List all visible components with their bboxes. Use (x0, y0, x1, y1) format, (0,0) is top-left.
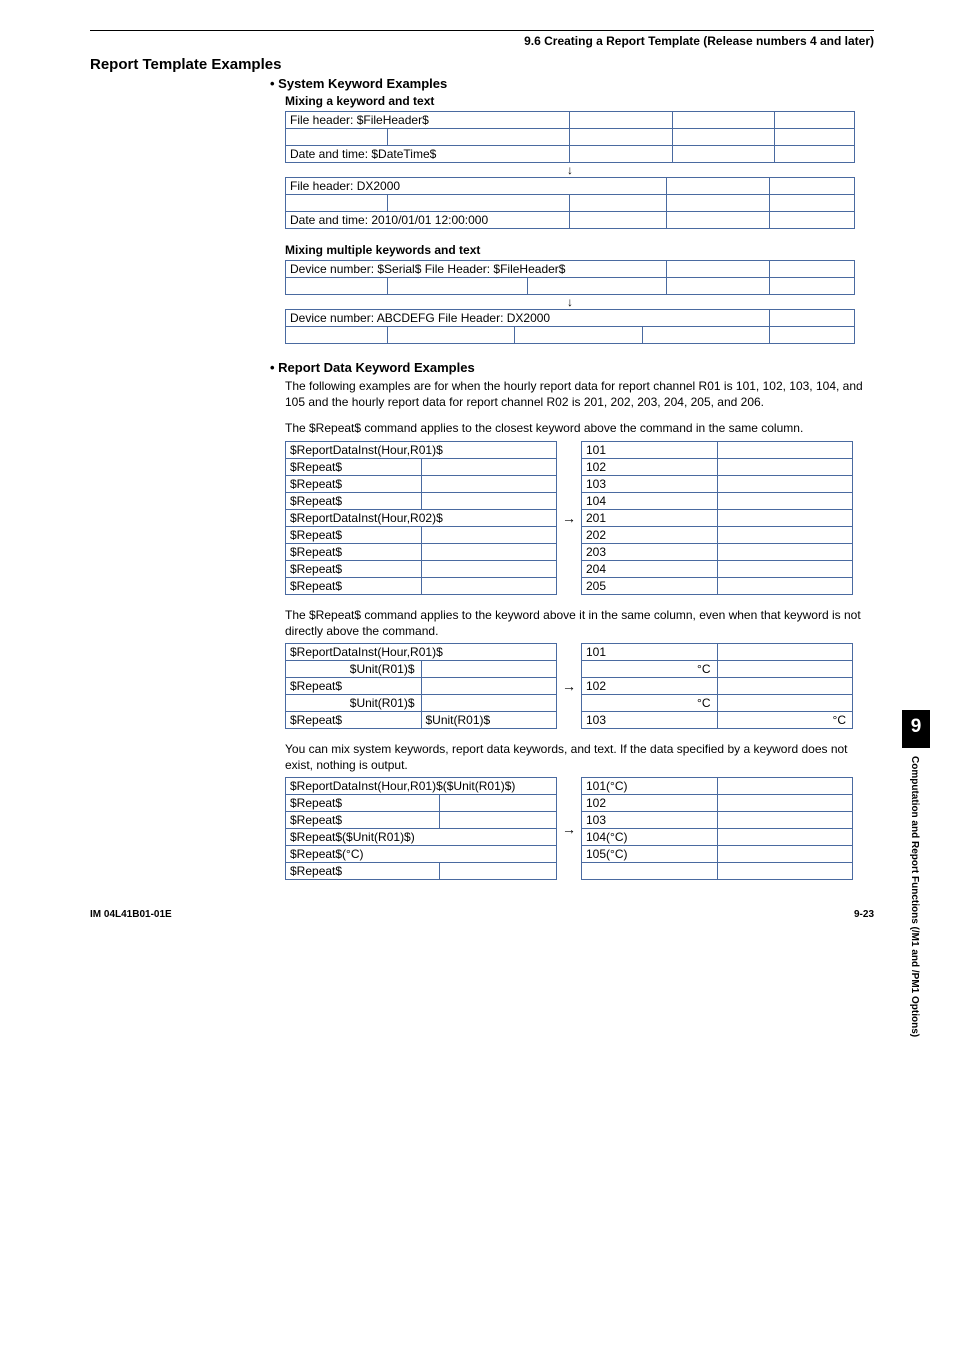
cell: 102 (582, 677, 718, 694)
cell: $Repeat$ (286, 543, 422, 560)
cell: °C (582, 694, 718, 711)
cell: $Repeat$ (286, 560, 422, 577)
cell: Date and time: $DateTime$ (286, 146, 570, 163)
down-arrow-icon: ↓ (285, 295, 855, 309)
footer-right: 9-23 (854, 909, 874, 920)
cell: File header: $FileHeader$ (286, 112, 570, 129)
cell: 201 (582, 509, 718, 526)
ex5-right: 101(°C) 102 103 104(°C) 105(°C) (581, 777, 853, 880)
cell: 103 (582, 711, 718, 728)
cell: $Repeat$ (286, 711, 422, 728)
cell: $Repeat$ (286, 677, 422, 694)
example5-block: $ReportDataInst(Hour,R01)$($Unit(R01)$) … (285, 777, 874, 880)
ex3-right: 101 102 103 104 201 202 203 204 205 (581, 441, 853, 595)
footer-left: IM 04L41B01-01E (90, 909, 172, 920)
cell: 202 (582, 526, 718, 543)
cell: Device number: ABCDEFG File Header: DX20… (286, 310, 770, 327)
cell: $ReportDataInst(Hour,R02)$ (286, 509, 557, 526)
cell: 102 (582, 795, 718, 812)
right-arrow-icon: → (557, 678, 581, 694)
cell: 103 (582, 812, 718, 829)
bullet-report-data: • Report Data Keyword Examples (270, 360, 874, 375)
cell: $Repeat$ (286, 812, 440, 829)
ex1-table-top: File header: $FileHeader$ Date and time:… (285, 111, 855, 163)
cell: $ReportDataInst(Hour,R01)$($Unit(R01)$) (286, 778, 557, 795)
cell (582, 863, 718, 880)
ex2-table-bottom: Device number: ABCDEFG File Header: DX20… (285, 309, 855, 344)
ex2-table-top: Device number: $Serial$ File Header: $Fi… (285, 260, 855, 295)
example4-block: $ReportDataInst(Hour,R01)$ $Unit(R01)$ $… (285, 643, 874, 729)
cell: $Repeat$ (286, 458, 422, 475)
cell: $Repeat$ (286, 863, 440, 880)
cell: 104(°C) (582, 829, 718, 846)
sub-mixing-multiple: Mixing multiple keywords and text (285, 243, 874, 257)
para4: You can mix system keywords, report data… (285, 741, 874, 773)
bullet-system-keyword: • System Keyword Examples (270, 76, 874, 91)
example3-block: $ReportDataInst(Hour,R01)$ $Repeat$ $Rep… (285, 441, 874, 595)
example2-block: Device number: $Serial$ File Header: $Fi… (285, 260, 874, 344)
ex5-left: $ReportDataInst(Hour,R01)$($Unit(R01)$) … (285, 777, 557, 880)
cell: $Repeat$ (286, 526, 422, 543)
chapter-title-vertical: Computation and Report Functions (/M1 an… (909, 748, 920, 1118)
ex1-table-bottom: File header: DX2000 Date and time: 2010/… (285, 177, 855, 229)
side-tab: 9 Computation and Report Functions (/M1 … (902, 710, 930, 1118)
cell: 104 (582, 492, 718, 509)
para1: The following examples are for when the … (285, 378, 874, 410)
footer: IM 04L41B01-01E 9-23 (90, 909, 874, 920)
cell: $Repeat$($Unit(R01)$) (286, 829, 557, 846)
cell: File header: DX2000 (286, 178, 667, 195)
cell: $Unit(R01)$ (286, 660, 422, 677)
cell: Date and time: 2010/01/01 12:00:000 (286, 212, 570, 229)
cell: 102 (582, 458, 718, 475)
cell: 101(°C) (582, 778, 718, 795)
cell: 203 (582, 543, 718, 560)
example1-block: File header: $FileHeader$ Date and time:… (285, 111, 874, 229)
cell: $Repeat$ (286, 795, 440, 812)
cell: $Unit(R01)$ (421, 711, 557, 728)
ex4-right: 101 °C 102 °C 103°C (581, 643, 853, 729)
chapter-number: 9 (902, 710, 930, 748)
ex4-left: $ReportDataInst(Hour,R01)$ $Unit(R01)$ $… (285, 643, 557, 729)
cell: 205 (582, 577, 718, 594)
section-header: 9.6 Creating a Report Template (Release … (90, 30, 874, 48)
cell: 105(°C) (582, 846, 718, 863)
cell: $Repeat$ (286, 577, 422, 594)
cell: 101 (582, 643, 718, 660)
cell: $Repeat$ (286, 492, 422, 509)
cell: 103 (582, 475, 718, 492)
down-arrow-icon: ↓ (285, 163, 855, 177)
cell: $Unit(R01)$ (286, 694, 422, 711)
cell: °C (582, 660, 718, 677)
cell: $Repeat$ (286, 475, 422, 492)
cell: °C (717, 711, 853, 728)
para3: The $Repeat$ command applies to the keyw… (285, 607, 874, 639)
cell: 101 (582, 441, 718, 458)
main-title: Report Template Examples (90, 56, 874, 73)
cell: $Repeat$(°C) (286, 846, 557, 863)
right-arrow-icon: → (557, 510, 581, 526)
para2: The $Repeat$ command applies to the clos… (285, 420, 874, 436)
cell: Device number: $Serial$ File Header: $Fi… (286, 261, 667, 278)
cell: 204 (582, 560, 718, 577)
cell: $ReportDataInst(Hour,R01)$ (286, 441, 557, 458)
right-arrow-icon: → (557, 821, 581, 837)
ex3-left: $ReportDataInst(Hour,R01)$ $Repeat$ $Rep… (285, 441, 557, 595)
cell: $ReportDataInst(Hour,R01)$ (286, 643, 557, 660)
sub-mixing-keyword-text: Mixing a keyword and text (285, 94, 874, 108)
